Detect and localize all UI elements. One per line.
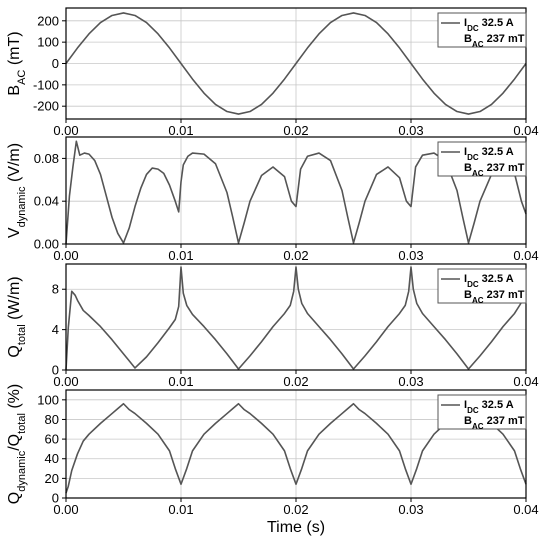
- legend: [437, 268, 527, 304]
- x-tick-label: 0.02: [283, 502, 308, 517]
- y-tick-label: 0.04: [34, 194, 59, 209]
- series-line: [65, 12, 527, 115]
- y-axis-label: BAC (mT): [6, 31, 28, 95]
- legend: [437, 141, 527, 177]
- x-tick-label: 0.02: [283, 123, 308, 138]
- x-tick-label: 0.04: [513, 123, 538, 138]
- x-tick-label: 0.02: [283, 374, 308, 389]
- x-tick-label: 0.02: [283, 248, 308, 263]
- x-tick-label: 0.04: [513, 248, 538, 263]
- y-tick-label: 80: [45, 412, 59, 427]
- series-line: [65, 266, 527, 371]
- legend-entry-current: IDC 32.5 A: [464, 17, 514, 33]
- panel-4: 0 20 40 60 80 100 0.00 0.01 0.02 0.03 0.04 Qdynamic…: [6, 384, 539, 536]
- legend-entry-field: BAC 237 mT: [464, 162, 525, 178]
- y-tick-label: -100: [33, 77, 59, 92]
- legend-entry-field: BAC 237 mT: [464, 289, 525, 305]
- y-tick-label: 0: [52, 56, 59, 71]
- x-tick-label: 0.03: [398, 123, 423, 138]
- x-tick-label: 0.00: [53, 502, 78, 517]
- y-tick-label: 0: [52, 363, 59, 378]
- x-tick-label: 0.01: [168, 502, 193, 517]
- legend-entry-field: BAC 237 mT: [464, 415, 525, 431]
- series-line: [65, 140, 527, 245]
- legend: [437, 12, 527, 48]
- x-tick-label: 0.00: [53, 248, 78, 263]
- y-tick-label: -200: [33, 99, 59, 114]
- y-tick-label: 40: [45, 451, 59, 466]
- y-tick-label: 100: [37, 35, 59, 50]
- y-tick-label: 8: [52, 282, 59, 297]
- y-tick-label: 100: [37, 392, 59, 407]
- x-tick-label: 0.03: [398, 502, 423, 517]
- x-tick-label: 0.03: [398, 374, 423, 389]
- panel-1: -200 -100 0 100 200 0.00 0.01 0.02 0.03 0.04 BAC (…: [6, 7, 539, 138]
- legend-entry-current: IDC 32.5 A: [464, 146, 514, 162]
- x-tick-label: 0.03: [398, 248, 423, 263]
- x-tick-label: 0.01: [168, 248, 193, 263]
- legend-entry-current: IDC 32.5 A: [464, 399, 514, 415]
- x-tick-label: 0.01: [168, 374, 193, 389]
- y-axis-label: Qdynamic/Qtotal (%): [6, 384, 28, 504]
- y-axis-label: Qtotal (W/m): [6, 276, 28, 357]
- x-tick-label: 0.04: [513, 374, 538, 389]
- y-tick-label: 20: [45, 471, 59, 486]
- legend-entry-current: IDC 32.5 A: [464, 273, 514, 289]
- x-tick-label: 0.00: [53, 123, 78, 138]
- panel-2: 0.00 0.04 0.08 0.00 0.01 0.02 0.03 0.04 Vdynamic…: [6, 136, 539, 263]
- y-tick-label: 4: [52, 322, 59, 337]
- y-tick-label: 0.00: [34, 237, 59, 252]
- y-tick-label: 0: [52, 491, 59, 506]
- x-tick-label: 0.04: [513, 502, 538, 517]
- y-tick-label: 0.08: [34, 151, 59, 166]
- y-tick-label: 200: [37, 13, 59, 28]
- legend-entry-field: BAC 237 mT: [464, 33, 525, 49]
- x-tick-label: 0.00: [53, 374, 78, 389]
- panel-3: 0 4 8 0.00 0.01 0.02 0.03 0.04 Qtotal (W/m) IDC 3…: [6, 263, 539, 389]
- y-tick-label: 60: [45, 432, 59, 447]
- x-tick-label: 0.01: [168, 123, 193, 138]
- y-axis-label: Vdynamic (V/m): [6, 143, 28, 238]
- x-axis-label: Time (s): [267, 519, 325, 536]
- legend: [437, 394, 527, 430]
